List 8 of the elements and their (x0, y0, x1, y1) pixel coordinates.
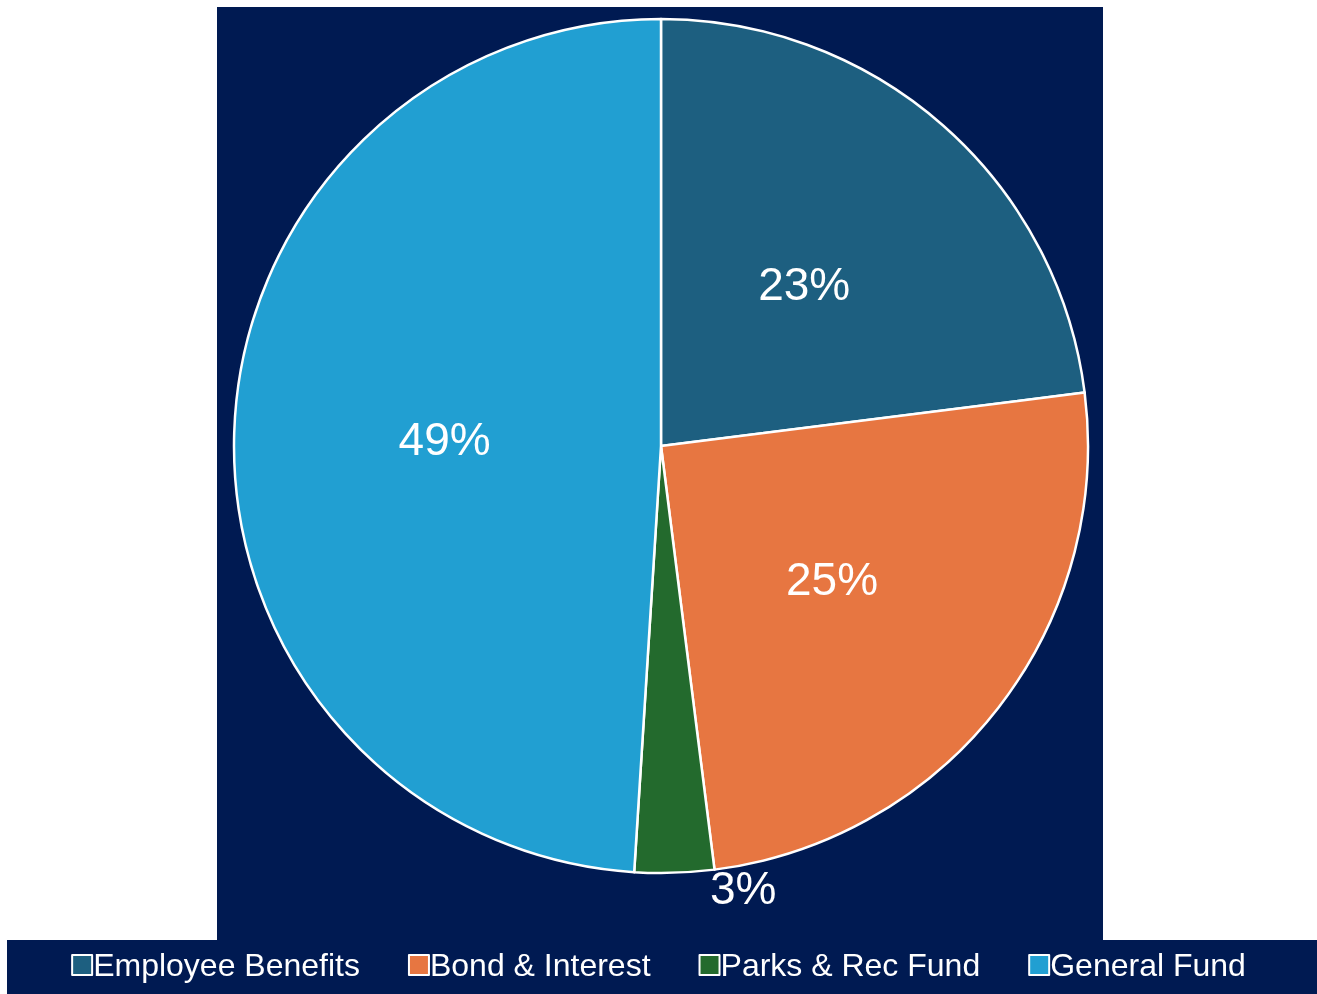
data-label: 23% (758, 257, 851, 310)
legend-label: Employee Benefits (93, 947, 360, 983)
data-label: 49% (398, 413, 491, 466)
data-label: 3% (709, 861, 777, 914)
legend-label: Parks & Rec Fund (720, 947, 981, 983)
legend-label: Bond & Interest (429, 947, 651, 983)
data-label: 25% (786, 552, 879, 605)
legend-label: General Fund (1050, 947, 1246, 983)
